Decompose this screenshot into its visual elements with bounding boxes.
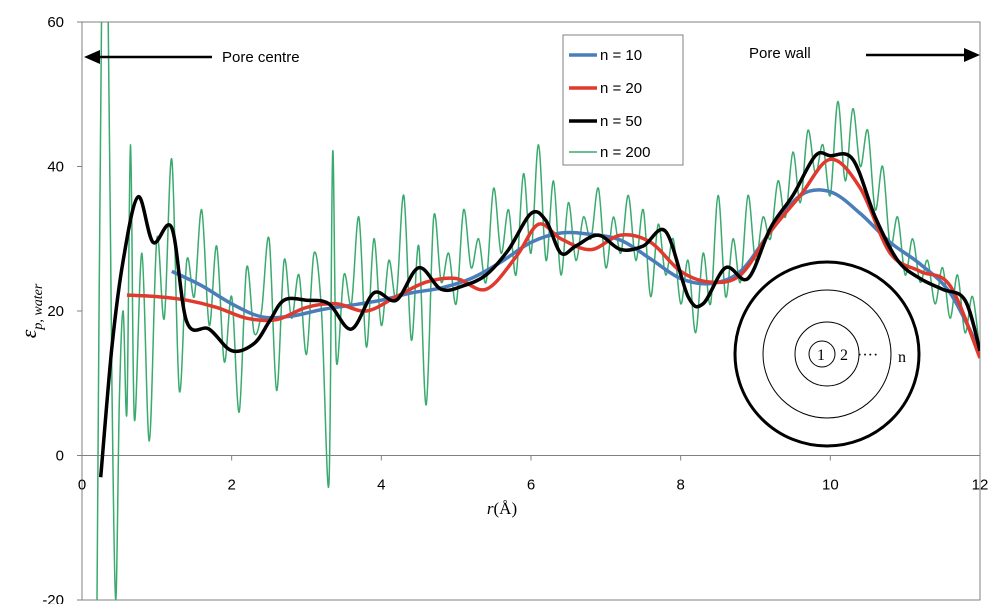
y-axis-label-subscript: p, water [31,283,46,330]
x-tick-label: 2 [227,477,235,494]
legend-label-n20: n = 20 [600,80,642,97]
pore-wall-arrow-head [964,48,980,62]
legend-label-n10: n = 10 [600,47,642,64]
series-n50-line [98,150,980,478]
pore-centre-annotation: Pore centre [84,49,300,66]
inset-shells-diagram: 1 2 ···· n [733,260,921,448]
series-layer [96,22,980,600]
inset-label-n: n [898,349,906,366]
inset-label-dots: ···· [857,347,878,364]
y-tick-label: 60 [47,14,64,31]
y-tick-label: 40 [47,159,64,176]
inset-shell-2-circle [794,321,860,387]
series-n200-line [96,22,980,600]
series-n10-line [171,188,980,352]
legend-label-n200: n = 200 [600,144,650,161]
pore-centre-label: Pore centre [222,49,300,66]
y-axis-ticks: -20 0 20 40 60 [42,14,82,604]
x-axis-label-unit: (Å) [494,499,518,518]
legend: n = 10 n = 20 n = 50 n = 200 [562,34,684,166]
pore-centre-arrow-head [84,50,100,64]
y-tick-label: 20 [47,303,64,320]
y-axis-label-symbol: ε [16,329,41,338]
y-axis-label: εp, water [16,283,46,338]
x-tick-label: 6 [527,477,535,494]
x-tick-label: 4 [377,477,385,494]
inset-middle-circle [762,289,892,419]
y-tick-label: 0 [56,448,64,465]
pore-wall-annotation: Pore wall [749,45,980,62]
pore-wall-label: Pore wall [749,45,811,62]
x-tick-label: 8 [676,477,684,494]
inset-outer-circle [733,260,921,448]
x-tick-label: 0 [78,477,86,494]
inset-label-2: 2 [840,347,848,364]
x-tick-label: 10 [822,477,839,494]
inset-shell-1-circle [808,340,836,368]
x-tick-label: 12 [972,477,989,494]
x-axis-label-symbol: r [487,499,494,518]
y-tick-label: -20 [42,592,64,604]
x-axis-ticks: 0 2 4 6 8 10 12 [78,455,989,494]
legend-label-n50: n = 50 [600,113,642,130]
x-axis-label: r(Å) [487,499,517,518]
inset-label-1: 1 [817,347,825,364]
